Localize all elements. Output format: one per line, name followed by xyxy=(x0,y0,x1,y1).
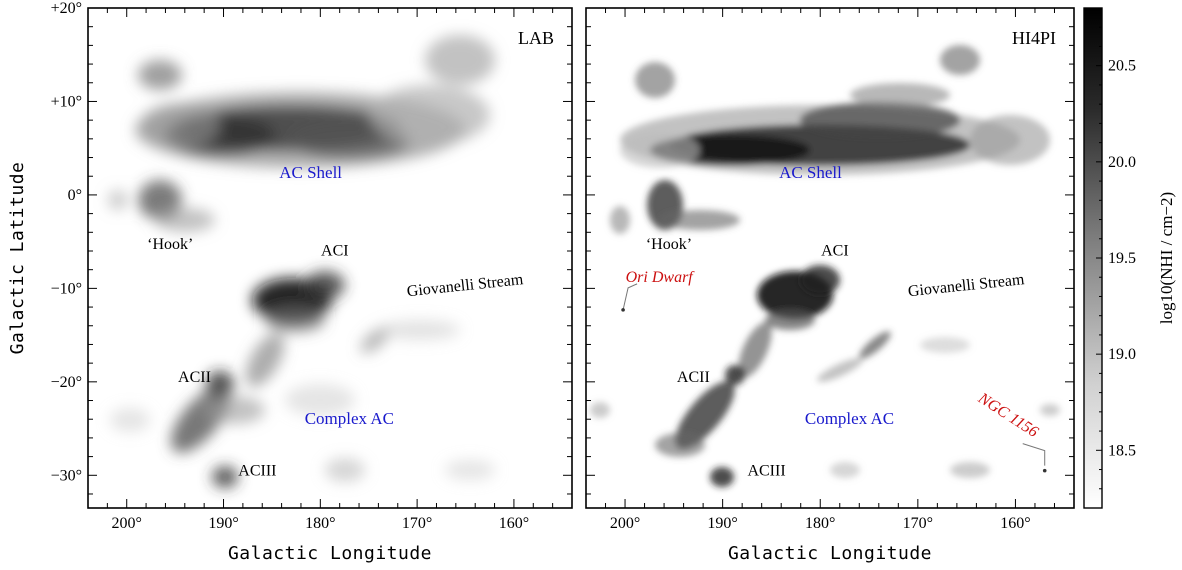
y-tick-label: −30° xyxy=(51,467,82,484)
hi4pi-panel-label: HI4PI xyxy=(1012,28,1056,48)
colorbar-label-text: log10(NHI / cm−2) xyxy=(1157,192,1176,324)
x-tick-label: 190° xyxy=(208,515,238,532)
annotation-label: Giovanelli Stream xyxy=(406,271,525,300)
x-tick-label: 190° xyxy=(707,515,737,532)
x-tick-label: 170° xyxy=(903,515,933,532)
annotation-label: Giovanelli Stream xyxy=(907,271,1026,300)
annotation-label: AC Shell xyxy=(279,163,342,182)
lab-panel: 200° 190° 180° 170° 160° +20° +10° 0° −10° −20° −3… xyxy=(7,0,573,564)
hi4pi-markers xyxy=(621,283,1047,473)
annotation-label: AC Shell xyxy=(779,163,842,182)
lab-column-density-image xyxy=(108,35,495,488)
colorbar-label: log10(NHI / cm−2) xyxy=(1157,192,1176,324)
annotation-label: Ori Dwarf xyxy=(626,269,696,286)
x-tick-label: 160° xyxy=(499,515,529,532)
colorbar: 20.5 20.0 19.5 19.0 18.5 log10(NHI / cm−2) xyxy=(1083,7,1176,509)
annotation-label: NGC 1156 xyxy=(974,389,1041,441)
colorbar-tick-label: 19.0 xyxy=(1108,346,1136,363)
colorbar-tick-label: 20.5 xyxy=(1108,58,1136,75)
hi4pi-x-axis-label: Galactic Longitude xyxy=(728,543,932,564)
lab-panel-label: LAB xyxy=(518,28,554,48)
colorbar-ticks: 20.5 20.0 19.5 19.0 18.5 xyxy=(1096,26,1136,490)
annotation-label: ACI xyxy=(321,243,349,260)
y-tick-label: +10° xyxy=(51,93,82,110)
hi4pi-column-density-image xyxy=(590,45,1060,487)
galaxy-marker xyxy=(621,308,625,312)
x-tick-label: 160° xyxy=(1000,515,1030,532)
colorbar-tick-label: 20.0 xyxy=(1108,154,1136,171)
annotation-label: Complex AC xyxy=(305,409,394,428)
galaxy-marker xyxy=(1042,468,1047,473)
annotation-label: ACII xyxy=(178,369,211,386)
ori-dwarf-pointer xyxy=(622,283,638,310)
y-tick-label: 0° xyxy=(68,187,82,204)
annotation-label: ‘Hook’ xyxy=(646,236,692,253)
y-axis-label: Galactic Latitude xyxy=(7,162,28,355)
x-tick-label: 180° xyxy=(805,515,835,532)
annotation-label: ‘Hook’ xyxy=(147,236,193,253)
hi4pi-frame xyxy=(585,7,1075,509)
x-tick-label: 170° xyxy=(402,515,432,532)
annotation-label: ACII xyxy=(677,369,710,386)
annotation-label: Complex AC xyxy=(805,409,894,428)
y-tick-label: +20° xyxy=(51,0,82,17)
hi4pi-ticks: 200° 190° 180° 170° 160° xyxy=(585,7,1075,532)
x-tick-label: 180° xyxy=(305,515,335,532)
x-tick-label: 200° xyxy=(610,515,640,532)
ngc1156-pointer xyxy=(1022,443,1046,466)
x-tick-label: 200° xyxy=(112,515,142,532)
hi4pi-panel: 200° 190° 180° 170° 160° AC Shell ‘Hook’ ACI Or… xyxy=(585,7,1075,564)
colorbar-tick-label: 19.5 xyxy=(1108,250,1136,267)
annotation-label: ACIII xyxy=(238,462,276,479)
y-tick-label: −10° xyxy=(51,280,82,297)
lab-x-axis-label: Galactic Longitude xyxy=(228,543,432,564)
annotation-label: ACI xyxy=(821,243,849,260)
annotation-label: ACIII xyxy=(747,462,785,479)
lab-ticks: 200° 190° 180° 170° 160° +20° +10° 0° −10° −20° −3… xyxy=(51,0,573,532)
y-tick-label: −20° xyxy=(51,374,82,391)
lab-frame xyxy=(87,7,573,509)
colorbar-tick-label: 18.5 xyxy=(1108,442,1136,459)
